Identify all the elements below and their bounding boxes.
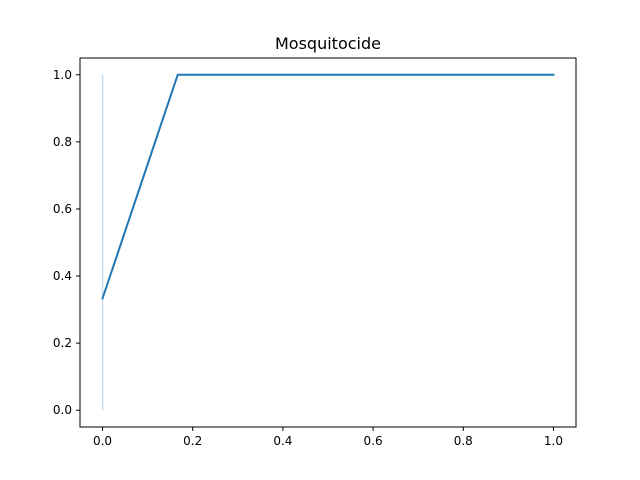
y-tick-label: 0.6 — [53, 202, 72, 216]
x-tick-label: 1.0 — [544, 434, 563, 448]
y-tick-label: 1.0 — [53, 68, 72, 82]
x-tick-label: 0.2 — [183, 434, 202, 448]
axes-frame — [79, 57, 577, 428]
x-tick-label: 0.6 — [364, 434, 383, 448]
x-tick-label: 0.0 — [93, 434, 112, 448]
plot-area — [101, 73, 555, 411]
axes: 0.0 0.2 0.4 0.6 0.8 1.0 0.0 0.2 0.4 0.6 0.8 1.0 — [53, 57, 577, 448]
x-tick-label: 0.8 — [454, 434, 473, 448]
x-tick-label: 0.4 — [273, 434, 292, 448]
y-tick-label: 0.4 — [53, 269, 72, 283]
y-tick-label: 0.8 — [53, 135, 72, 149]
y-tick-label: 0.0 — [53, 403, 72, 417]
series-line-0 — [101, 73, 555, 300]
y-tick-label: 0.2 — [53, 336, 72, 350]
chart-title: Mosquitocide — [275, 34, 381, 53]
